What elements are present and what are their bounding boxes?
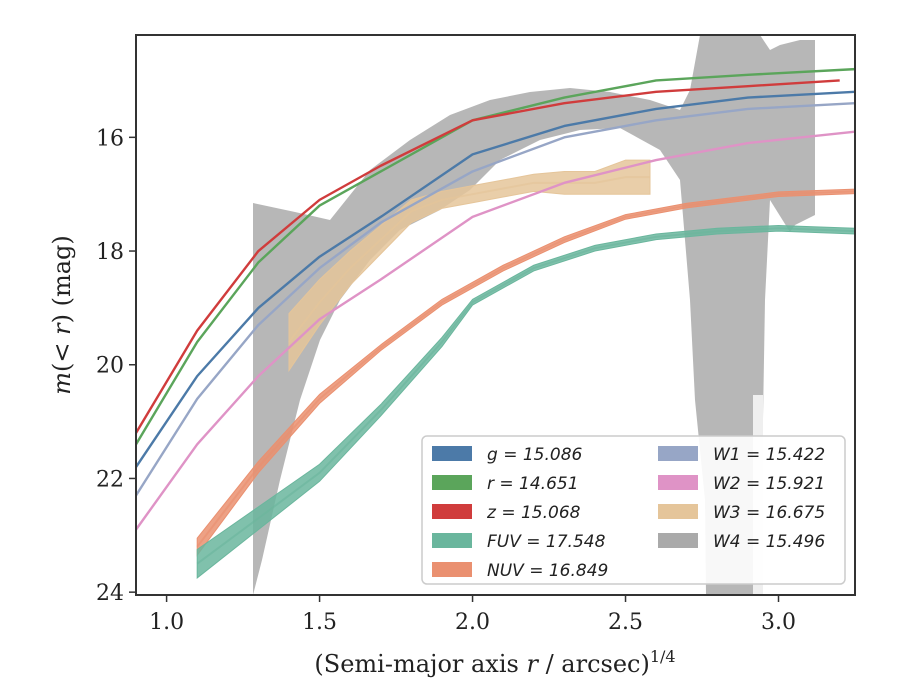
axes-frame	[135, 34, 856, 596]
legend-box	[421, 435, 846, 585]
series-fuv-band	[196, 224, 855, 579]
series-r-line	[136, 67, 855, 445]
series-nuv-line	[196, 190, 855, 548]
x-tick-label: 2.5	[608, 610, 643, 635]
legend-label-nuv: NUV = 16.849	[487, 561, 608, 581]
legend: g = 15.086 r = 14.651 z = 15.068 FUV = 17.5…	[421, 435, 846, 585]
x-tick-label: 1.0	[149, 610, 184, 635]
y-tick-label: 24	[96, 581, 124, 606]
legend-swatch-z	[432, 504, 472, 519]
series-z-line	[136, 79, 840, 434]
y-tick-label: 22	[96, 467, 124, 492]
y-tick-label: 18	[96, 240, 124, 265]
series-w2-line	[136, 130, 855, 531]
legend-swatch-nuv	[432, 562, 472, 577]
series-nuv-band	[196, 188, 855, 557]
legend-label-w1: W1 = 15.422	[713, 445, 825, 465]
y-tick-label: 16	[96, 126, 124, 151]
x-tick-label: 3.0	[761, 610, 796, 635]
legend-swatch-g	[432, 446, 472, 461]
series-w3-line	[288, 176, 651, 343]
legend-label-w4: W4 = 15.496	[713, 532, 825, 552]
legend-label-fuv: FUV = 17.548	[487, 532, 606, 552]
series-w3-band	[288, 159, 651, 373]
legend-label-w3: W3 = 16.675	[713, 503, 825, 523]
legend-swatch-w4	[658, 533, 698, 548]
x-axis-label: (Semi-major axis r / arcsec)1/4	[314, 647, 675, 678]
legend-label-r: r = 14.651	[487, 474, 579, 494]
plot-area	[136, 35, 855, 595]
series-w1-line	[136, 102, 855, 497]
x-tick-label: 1.5	[302, 610, 337, 635]
legend-label-w2: W2 = 15.921	[713, 474, 825, 494]
x-tick-label: 2.0	[455, 610, 490, 635]
series-g-line	[136, 90, 855, 468]
legend-swatch-r	[432, 475, 472, 490]
series-fuv-line	[196, 227, 855, 565]
legend-swatch-fuv	[432, 533, 472, 548]
legend-swatch-w2	[658, 475, 698, 490]
legend-label-z: z = 15.068	[486, 503, 581, 523]
legend-swatch-w3	[658, 504, 698, 519]
y-tick-label: 20	[96, 354, 124, 379]
legend-label-g: g = 15.086	[487, 445, 583, 465]
y-axis-label: m(< r) (mag)	[48, 235, 76, 395]
legend-swatch-w1	[658, 446, 698, 461]
series-w4-band	[253, 35, 815, 595]
